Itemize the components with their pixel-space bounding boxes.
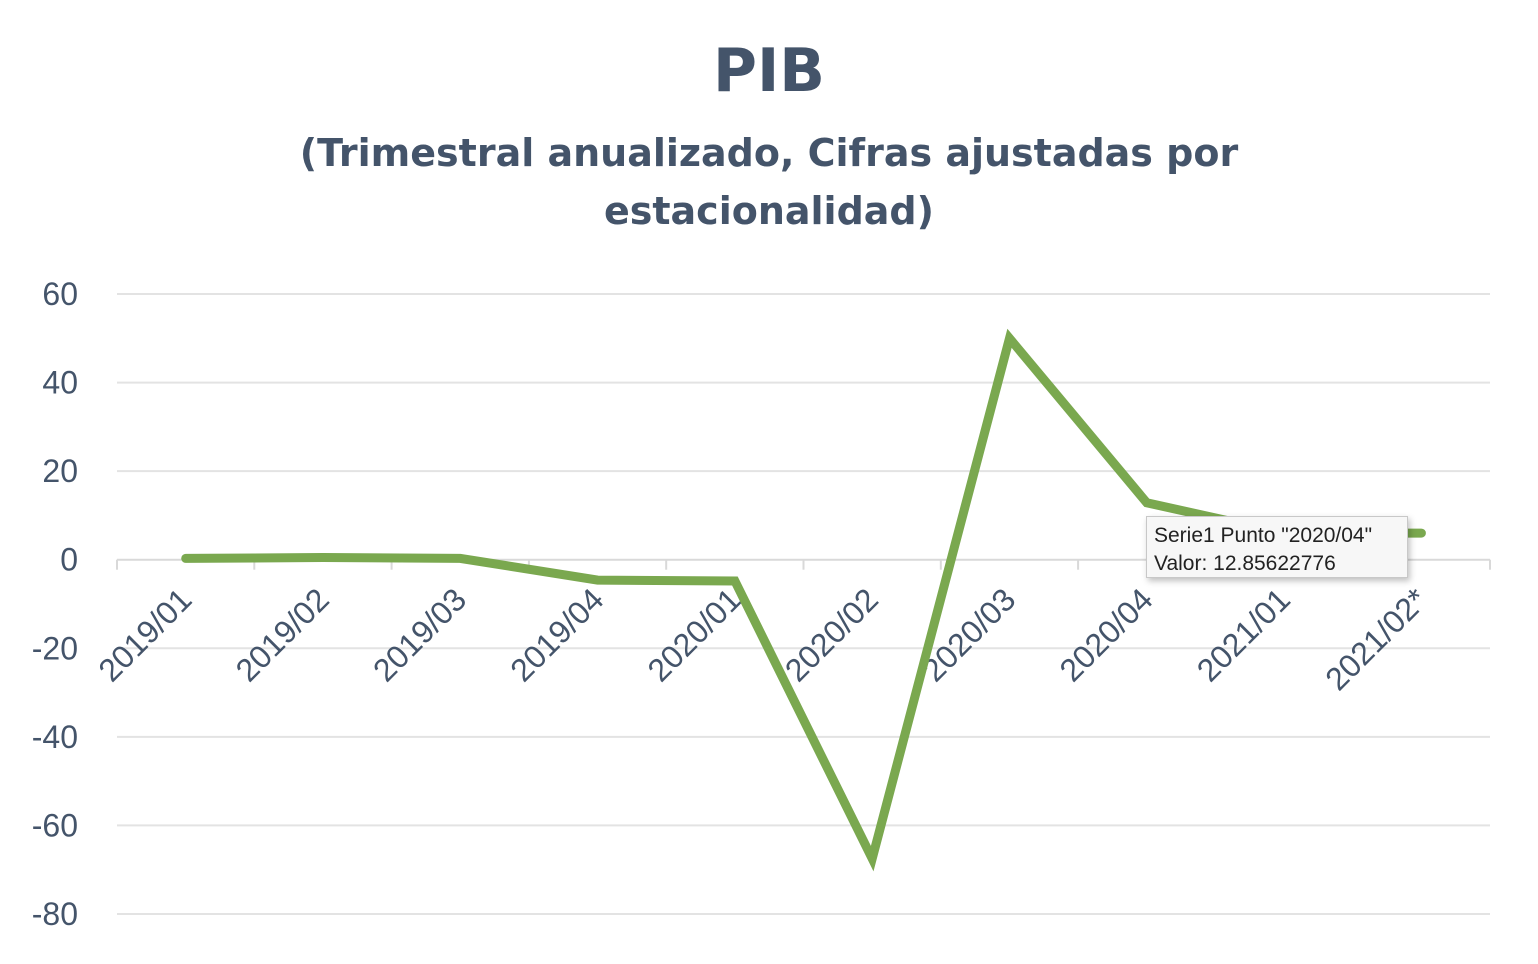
- y-tick-label: 40: [42, 365, 78, 401]
- series-line-serie1[interactable]: [181, 328, 1426, 872]
- y-tick-label: -60: [32, 807, 78, 843]
- series-line-group[interactable]: [181, 328, 1426, 872]
- x-tick-label: 2020/04: [1052, 581, 1159, 688]
- data-point[interactable]: [1417, 529, 1426, 538]
- data-point[interactable]: [868, 854, 877, 863]
- x-axis: 2019/01 2019/02 2019/03 2019/04 2020/01 2020/…: [91, 558, 1491, 697]
- data-point[interactable]: [318, 553, 327, 562]
- x-tick-label: 2021/02*: [1318, 581, 1434, 697]
- x-tick-label: 2020/01: [641, 581, 748, 688]
- x-tick-label: 2021/01: [1190, 581, 1297, 688]
- chart-title: PIB: [712, 36, 826, 106]
- data-point[interactable]: [730, 576, 739, 585]
- y-tick-label: 20: [42, 453, 78, 489]
- y-tick-label: -40: [32, 719, 78, 755]
- data-tooltip: Serie1 Punto "2020/04" Valor: 12.8562277…: [1146, 516, 1408, 578]
- data-point[interactable]: [593, 576, 602, 585]
- y-tick-label: 60: [42, 276, 78, 312]
- tooltip-line-2: Valor: 12.85622776: [1154, 552, 1336, 575]
- data-point[interactable]: [1142, 498, 1151, 507]
- gridlines: [117, 293, 1490, 915]
- y-tick-label: 0: [60, 542, 78, 578]
- x-tick-label: 2019/01: [91, 581, 198, 688]
- x-tick-label: 2019/02: [229, 581, 336, 688]
- data-point[interactable]: [456, 554, 465, 563]
- y-tick-label: -80: [32, 896, 78, 932]
- data-point[interactable]: [181, 554, 190, 563]
- x-tick-label: 2020/02: [778, 581, 885, 688]
- x-tick-label: 2019/04: [503, 581, 610, 688]
- chart-subtitle: (Trimestral anualizado, Cifras ajustadas…: [299, 131, 1239, 233]
- y-axis: 60 40 20 0 -20 -40 -60 -80: [32, 276, 78, 932]
- data-point[interactable]: [1005, 334, 1014, 343]
- y-tick-label: -20: [32, 630, 78, 666]
- x-tick-label: 2019/03: [366, 581, 473, 688]
- tooltip-line-1: Serie1 Punto "2020/04": [1154, 524, 1373, 547]
